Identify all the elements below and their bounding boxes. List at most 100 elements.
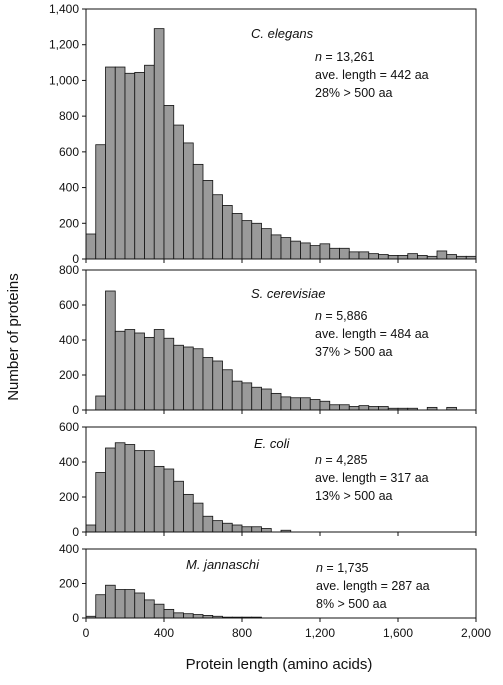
average-length: ave. length = 442 aa [315,68,429,82]
panel-frame [85,8,477,260]
histogram-bar [251,222,262,260]
average-length: ave. length = 317 aa [315,471,429,485]
histogram-bar [192,614,204,619]
species-name: M. jannaschi [186,557,260,572]
y-tick-label: 1,000 [49,73,79,87]
n-symbol: n [315,453,322,467]
histogram-bar [192,502,204,533]
histogram-bar [436,250,448,260]
histogram-bar [251,386,262,411]
y-tick-label: 600 [59,420,79,434]
histogram-bar [397,255,409,260]
histogram-bar [163,337,175,411]
y-tick-label: 800 [59,109,79,123]
histogram-bar [231,524,243,533]
histogram-bar [202,357,214,411]
histogram-bar [85,233,97,260]
histogram-bar [95,472,106,533]
n-value: = 5,886 [322,309,368,323]
y-tick-label: 800 [59,263,79,277]
percent-over-500: 8% > 500 aa [316,597,387,611]
average-length: ave. length = 287 aa [316,579,430,593]
percent-over-500: 37% > 500 aa [315,345,393,359]
average-length: ave. length = 484 aa [315,327,429,341]
histogram-bar [105,584,116,619]
histogram-bar [144,64,155,260]
histogram-bar [105,66,116,260]
n-symbol: n [315,50,322,64]
histogram-bar [163,105,175,260]
y-tick-label: 600 [59,298,79,312]
histogram-bar [153,329,165,411]
histogram-bar [241,526,253,533]
histogram-bar [300,242,311,260]
n-value: = 1,735 [323,561,369,575]
histogram-bar [183,346,194,411]
histogram-bar [261,528,272,533]
histogram-bar [387,255,399,260]
y-tick-label: 200 [59,216,79,230]
histogram-bar [114,589,126,619]
histogram-bar [348,406,360,411]
y-tick-label: 400 [59,455,79,469]
histogram-bar [261,228,272,260]
histogram-bar [270,392,282,411]
histogram-bar [173,124,184,260]
histogram-bar [105,447,116,533]
histogram-bar [153,465,165,533]
percent-over-500: 28% > 500 aa [315,86,393,100]
y-tick-label: 400 [59,542,79,556]
histogram-bar [290,240,301,260]
y-tick-label: 400 [59,333,79,347]
n-value: = 4,285 [322,453,368,467]
panel-1: 0 200 400 600 800 S. cerevisiae n = 5,886 ave. … [59,263,477,417]
histogram-bar [212,360,223,411]
n-value: = 13,261 [322,50,375,64]
histogram-bar [114,330,126,411]
histogram-bar [270,234,282,260]
y-tick-label: 200 [59,490,79,504]
histogram-bar [173,344,184,411]
histogram-bar [124,444,136,533]
histogram-bar [358,405,370,411]
histogram-bar [280,237,292,260]
y-tick-label: 0 [72,252,79,266]
histogram-bar [134,592,145,619]
x-tick-label: 400 [154,626,174,640]
histogram-bar [368,406,379,411]
histogram-bar [124,329,136,411]
histogram-bar [163,608,175,619]
x-tick-label: 1,600 [383,626,413,640]
panel-3: 0 200 400 M. jannaschi n = 1,735 ave. length … [59,542,477,625]
y-tick-label: 200 [59,368,79,382]
histogram-bar [163,468,175,533]
histogram-bar [290,397,301,411]
histogram-bar [329,404,340,411]
histogram-bar [222,205,233,260]
sample-size: n = 1,735 [316,561,369,575]
histogram-bar [368,253,379,260]
histogram-bar [212,520,223,533]
histogram-bar [241,220,253,260]
panel-frame [85,426,477,533]
histogram-bar [124,589,136,619]
histogram-bar [124,72,136,260]
histogram-bar [202,180,214,260]
sample-size: n = 13,261 [315,50,374,64]
y-tick-label: 1,400 [49,2,79,16]
histogram-bar [280,396,292,411]
histogram-bar [309,245,321,260]
histogram-bar [134,450,145,533]
y-tick-label: 600 [59,145,79,159]
histogram-bar [329,247,340,260]
histogram-bar [134,71,145,260]
histogram-bar [153,28,165,260]
histogram-bar [114,442,126,533]
histogram-bar [192,348,204,411]
histogram-bar [309,399,321,411]
x-tick-label: 2,000 [461,626,491,640]
percent-over-500: 13% > 500 aa [315,489,393,503]
histogram-bar [144,450,155,533]
y-tick-label: 0 [72,611,79,625]
